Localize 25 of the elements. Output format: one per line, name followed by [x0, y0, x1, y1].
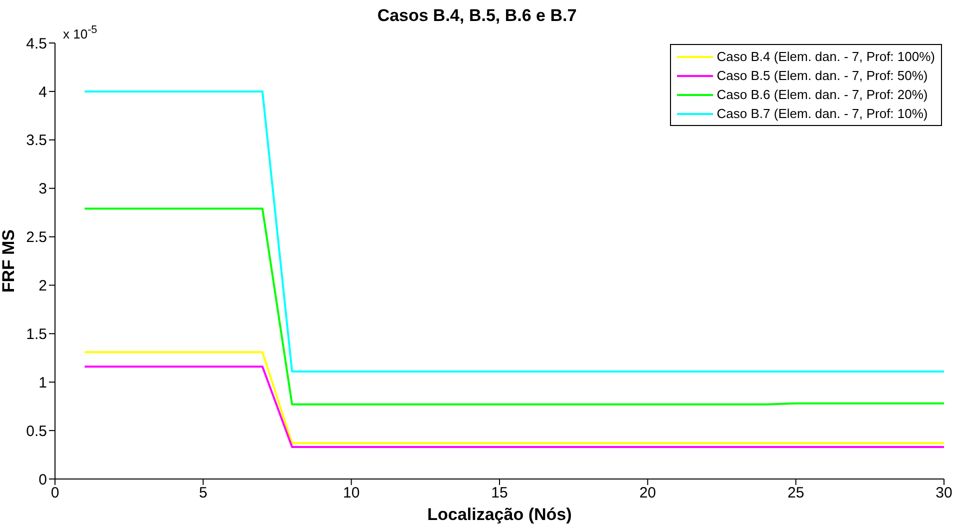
legend-label: Caso B.6 (Elem. dan. - 7, Prof: 20%): [716, 87, 928, 102]
legend-label: Caso B.5 (Elem. dan. - 7, Prof: 50%): [716, 68, 928, 83]
x-tick-label: 10: [342, 484, 360, 502]
legend-label: Caso B.7 (Elem. dan. - 7, Prof: 10%): [716, 106, 928, 121]
y-tick-label: 3.5: [26, 132, 47, 150]
y-tick-label: 3: [38, 180, 47, 198]
legend-label: Caso B.4 (Elem. dan. - 7, Prof: 100%): [716, 49, 935, 64]
x-tick-label: 15: [491, 484, 508, 502]
x-tick-label: 20: [639, 484, 656, 502]
y-tick-label: 2.5: [26, 229, 47, 246]
text: x 10$^{-5}$: [63, 24, 98, 42]
y-tick-label: 0: [38, 471, 47, 488]
y-axis-title: FRF MS: [0, 229, 18, 293]
x-tick-label: 25: [787, 484, 804, 502]
y-tick-label: 2: [38, 278, 47, 295]
y-tick-label: 4: [38, 84, 47, 101]
chart-title: Casos B.4, B.5, B.6 e B.7: [377, 6, 577, 25]
y-tick-label: 4.5: [26, 35, 47, 52]
y-tick-label: 1: [38, 374, 47, 392]
x-tick-label: 0: [50, 484, 60, 502]
x-axis-title: Localização (Nós): [427, 505, 572, 524]
y-tick-label: 0.5: [26, 422, 47, 440]
x-tick-label: 5: [198, 484, 208, 502]
y-tick-label: 1.5: [26, 326, 47, 343]
x-tick-label: 30: [936, 484, 952, 502]
